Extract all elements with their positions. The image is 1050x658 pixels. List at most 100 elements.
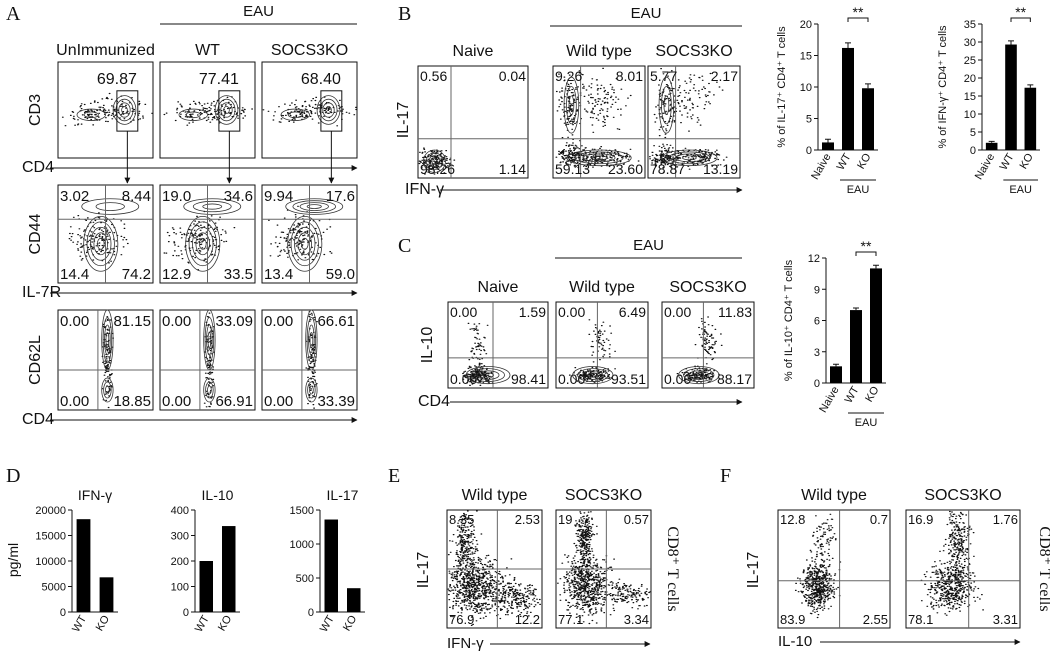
contour xyxy=(663,95,670,115)
x-axis-label: IFN-γ xyxy=(447,635,484,652)
bar xyxy=(842,47,854,150)
y-tick-label: 0 xyxy=(970,145,976,157)
quadrant-value: 66.61 xyxy=(317,313,355,330)
quadrant-value: 0.00 xyxy=(558,304,585,320)
quadrant-value: 14.4 xyxy=(60,266,89,283)
panel-letter: C xyxy=(398,235,411,257)
plot-frame xyxy=(159,61,256,159)
contour xyxy=(307,381,316,399)
x-tick-label: Naive xyxy=(973,152,997,182)
y-tick-label: 0 xyxy=(308,607,314,619)
y-tick-label: 12 xyxy=(808,253,820,265)
quadrant-value: 2.55 xyxy=(863,612,888,627)
x-axis-label: CD4 xyxy=(22,411,54,428)
y-tick-label: 20 xyxy=(964,73,976,85)
x-tick-label: WT xyxy=(843,384,862,405)
y-axis-label: CD44 xyxy=(27,213,44,254)
column-header: Naive xyxy=(478,279,519,296)
column-header: SOCS3KO xyxy=(655,43,732,60)
column-header: WT xyxy=(195,42,220,59)
contour xyxy=(290,221,319,267)
group-label: EAU xyxy=(1009,184,1032,196)
error-bar xyxy=(853,307,859,311)
y-tick-label: 3 xyxy=(814,347,820,359)
quadrant-value: 81.15 xyxy=(113,313,151,330)
contour xyxy=(661,149,718,167)
column-header: SOCS3KO xyxy=(565,487,642,504)
y-tick-label: 1000 xyxy=(290,539,314,551)
contour xyxy=(192,200,232,213)
contour xyxy=(305,377,318,403)
panel-letter: D xyxy=(6,465,20,487)
quadrant-value: 8.44 xyxy=(122,188,151,205)
significance-bracket xyxy=(855,251,877,256)
quadrant-value: 76.9 xyxy=(449,612,474,627)
plot-frame xyxy=(555,301,649,389)
quadrant-value: 13.4 xyxy=(264,266,293,283)
quadrant-value: 0.00 xyxy=(162,313,191,330)
contour xyxy=(299,202,329,211)
contour xyxy=(683,368,715,382)
contour xyxy=(590,155,608,161)
x-tick-label: WT xyxy=(193,613,212,634)
contour xyxy=(205,381,214,399)
y-tick-label: 5 xyxy=(970,127,976,139)
contour xyxy=(285,198,344,215)
contour xyxy=(319,98,338,122)
quadrant-value: 1.59 xyxy=(519,304,546,320)
quadrant-value: 3.31 xyxy=(993,612,1018,627)
contour xyxy=(104,324,111,356)
contour xyxy=(112,95,137,125)
quadrant-value: 2.53 xyxy=(515,512,540,527)
error-bar xyxy=(865,83,871,89)
contour xyxy=(198,237,207,250)
y-axis-label: pg/ml xyxy=(5,543,21,577)
quadrant-value: 12.2 xyxy=(515,612,540,627)
y-tick-label: 0 xyxy=(806,145,812,157)
quadrant-value: 33.09 xyxy=(215,313,253,330)
y-tick-label: 15 xyxy=(964,91,976,103)
contour xyxy=(300,237,309,250)
contour xyxy=(206,324,213,356)
group-label: EAU xyxy=(633,237,664,254)
event-dots xyxy=(163,210,236,271)
plot-frame xyxy=(647,65,741,179)
contour xyxy=(688,370,710,380)
contour xyxy=(188,221,217,267)
contour xyxy=(105,385,110,395)
chart-title: IL-10 xyxy=(202,487,234,503)
panel-letter: F xyxy=(720,465,731,487)
x-axis-label: IFN-γ xyxy=(405,181,444,198)
error-bar xyxy=(1008,40,1014,45)
contour xyxy=(566,86,577,125)
contour xyxy=(95,202,125,211)
significance-bracket xyxy=(1010,17,1031,22)
bar xyxy=(76,519,91,612)
error-bar xyxy=(825,138,831,143)
panel-letter: A xyxy=(6,3,21,25)
x-tick-label: KO xyxy=(216,613,235,633)
contour xyxy=(563,76,580,134)
y-tick-label: 0 xyxy=(183,607,189,619)
contour xyxy=(81,198,140,215)
quadrant-value: 16.9 xyxy=(908,512,933,527)
plot-frame xyxy=(261,61,358,159)
x-tick-label: KO xyxy=(94,613,113,633)
panel-letter: B xyxy=(398,3,411,25)
quadrant-value: 98.41 xyxy=(511,371,546,387)
x-axis-label: IL-7R xyxy=(22,284,61,301)
contour xyxy=(280,108,310,121)
contour xyxy=(76,108,106,121)
quadrant-value: 13.19 xyxy=(703,161,738,177)
contour xyxy=(587,372,599,378)
quadrant-value: 3.34 xyxy=(624,612,649,627)
contour xyxy=(306,204,322,209)
quadrant-value: 78.1 xyxy=(908,612,933,627)
gate-value: 68.40 xyxy=(301,71,341,88)
x-tick-label: Naive xyxy=(817,385,841,415)
contour xyxy=(574,151,624,165)
column-header: Naive xyxy=(453,43,494,60)
contour xyxy=(207,332,212,348)
bar xyxy=(822,142,834,150)
y-tick-label: 200 xyxy=(171,556,189,568)
